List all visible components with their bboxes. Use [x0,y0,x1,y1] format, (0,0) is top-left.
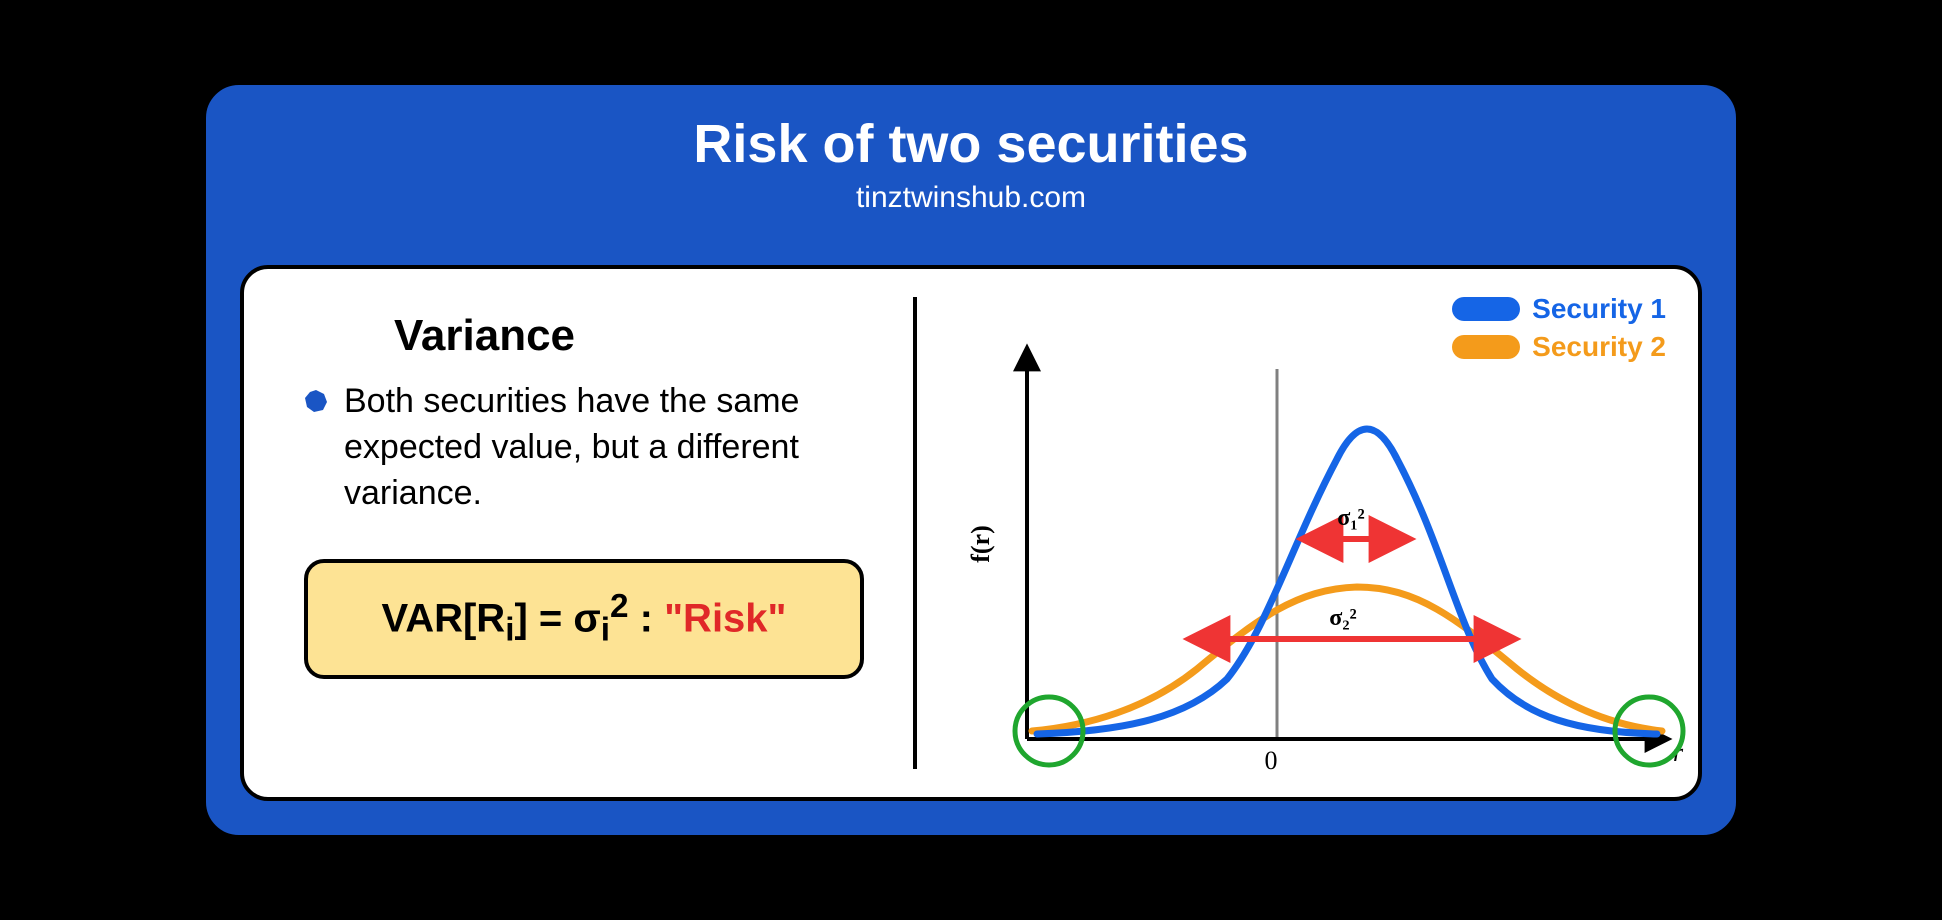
card-subtitle: tinztwinshub.com [206,181,1736,215]
svg-text:σ₂²: σ₂² [1329,605,1356,631]
formula-box: VAR[Ri] = σi2 : "Risk" [304,559,864,679]
section-title: Variance [394,311,879,361]
distribution-chart: f(r)r0σ₁²σ₂² [937,309,1697,779]
bullet-text: Both securities have the same expected v… [344,379,879,517]
left-column: Variance Both securities have the same e… [244,269,913,797]
risk-label: "Risk" [664,596,786,640]
bullet-icon [304,389,328,413]
svg-text:σ₁²: σ₁² [1337,505,1364,531]
bullet-row: Both securities have the same expected v… [304,379,879,517]
formula-text: VAR[Ri] = σi2 : "Risk" [381,588,786,649]
info-card: Risk of two securities tinztwinshub.com … [201,80,1741,840]
svg-text:0: 0 [1264,746,1277,775]
svg-text:f(r): f(r) [966,525,995,563]
card-title: Risk of two securities [206,113,1736,175]
content-panel: Variance Both securities have the same e… [240,265,1702,801]
right-column: Security 1 Security 2 f(r)r0σ₁²σ₂² [917,269,1698,797]
